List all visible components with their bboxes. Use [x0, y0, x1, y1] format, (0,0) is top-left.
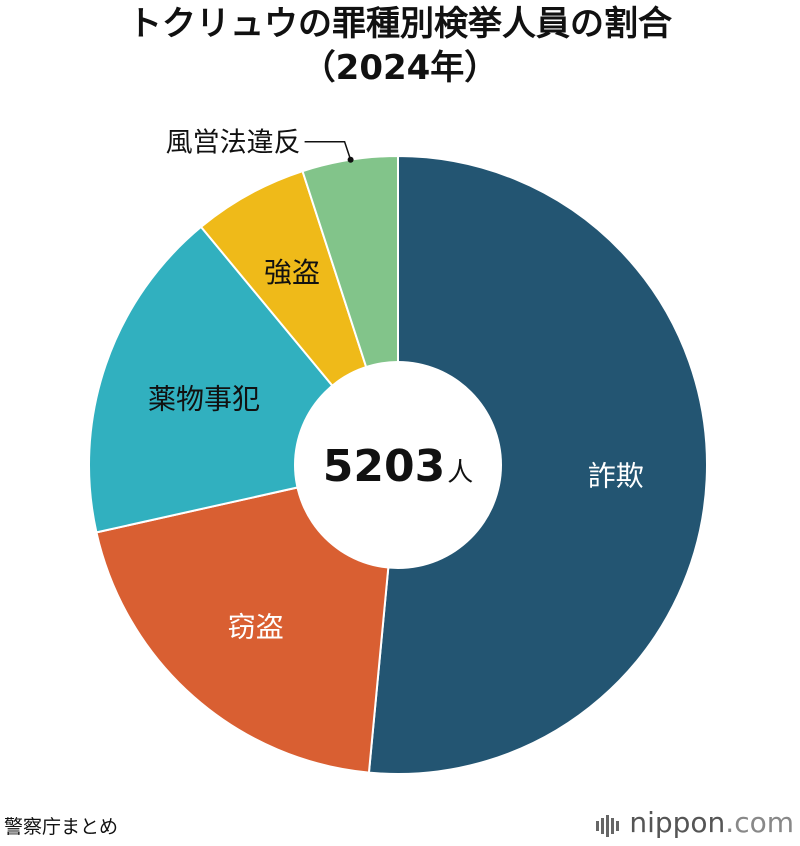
slice-label-3: 強盗 [264, 256, 320, 289]
chart-title: トクリュウの罪種別検挙人員の割合 [128, 4, 672, 44]
brand-suffix: .com [725, 806, 794, 839]
slice-label-1: 窃盗 [228, 610, 284, 643]
brand-bars-icon [596, 808, 621, 841]
center-total-number: 5203 [323, 441, 445, 492]
slice-label-0: 詐欺 [588, 459, 644, 492]
leader-line [304, 140, 352, 160]
donut-hole [294, 361, 502, 569]
slice-label-2: 薬物事犯 [148, 383, 260, 416]
slice-1 [95, 463, 400, 774]
slice-0 [367, 154, 708, 775]
brand-logo: nippon.com [596, 806, 794, 841]
center-total-unit: 人 [447, 458, 473, 488]
source-note: 警察庁まとめ [4, 816, 119, 838]
brand-name: nippon [629, 806, 726, 839]
center-total-label: 5203人 [323, 441, 473, 492]
slice-label-4: 風営法違反 [166, 128, 301, 159]
chart-subtitle-year: （2024年） [301, 48, 499, 88]
